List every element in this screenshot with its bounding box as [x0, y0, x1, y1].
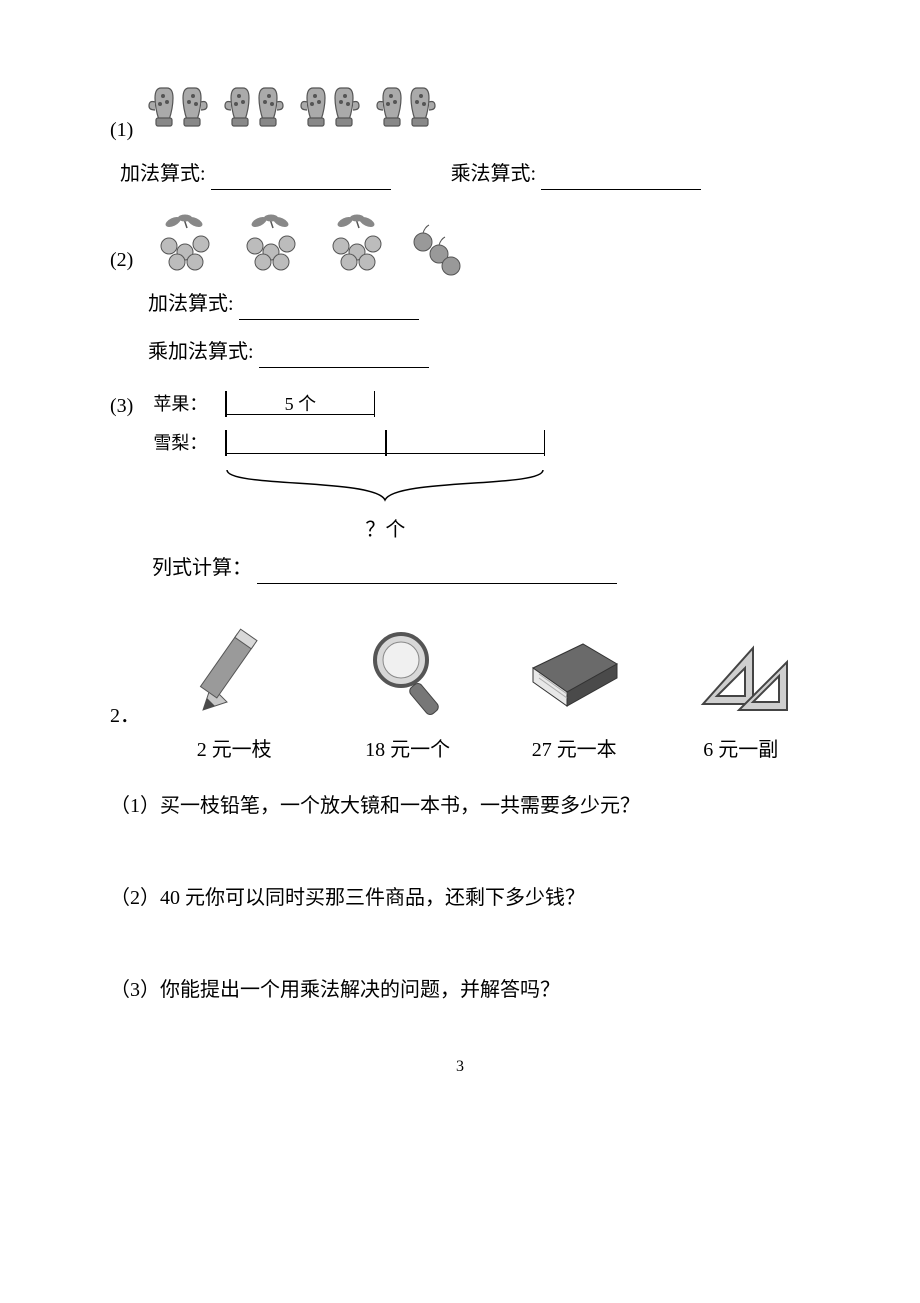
shop-item-pencil: 2 元一枝 — [158, 624, 310, 766]
berry-cluster-icon — [233, 212, 311, 276]
q2-addition-line: 加法算式: — [148, 288, 810, 320]
brace-block: ？个 — [225, 468, 545, 546]
mitten-pair — [223, 80, 285, 146]
price-label: 18 元一个 — [338, 734, 477, 766]
q4-sub1: （1）买一枝铅笔，一个放大镜和一本书，一共需要多少元？ — [110, 790, 810, 822]
berry-cluster-icon — [319, 212, 397, 276]
mitten-pair — [299, 80, 361, 146]
magnifier-icon — [363, 624, 453, 724]
brace-icon — [225, 468, 545, 508]
apple-value: 5 个 — [225, 390, 375, 419]
question-4-shop-row: 2． 2 元一枝 18 元一个 — [110, 624, 810, 766]
multadd-label: 乘加法算式: — [148, 341, 254, 363]
shop-item-book: 27 元一本 — [505, 624, 644, 766]
apple-bar-row: 苹果： 5 个 — [153, 390, 810, 419]
q2-number: (2) — [110, 244, 133, 276]
apple-label: 苹果： — [153, 390, 225, 419]
blank-input[interactable] — [541, 167, 701, 190]
berry-extra-icon — [405, 212, 465, 276]
shop-item-triangle-ruler: 6 元一副 — [671, 624, 810, 766]
addition-label: 加法算式: — [120, 163, 206, 185]
page-number: 3 — [0, 1054, 920, 1080]
addition-label: 加法算式: — [148, 293, 234, 315]
price-label: 6 元一副 — [671, 734, 810, 766]
q2-answer-lines: 加法算式: 乘加法算式: — [138, 288, 810, 368]
q1-answer-lines: 加法算式: 乘法算式: — [120, 158, 810, 190]
question-mark-label: ？个 — [225, 514, 545, 546]
q1-mult-line: 乘法算式: — [451, 158, 702, 190]
mitten-icon — [375, 80, 437, 136]
mitten-icon — [147, 80, 209, 136]
question-3-block: (3) 苹果： 5 个 雪梨： — [162, 390, 810, 584]
blank-input[interactable] — [239, 297, 419, 320]
pear-label: 雪梨： — [153, 429, 225, 458]
mult-label: 乘法算式: — [451, 163, 537, 185]
q3-calc-line: 列式计算： — [152, 552, 810, 584]
q3-number: (3) — [110, 390, 133, 422]
pear-bar-row: 雪梨： — [153, 429, 810, 458]
book-icon — [519, 624, 629, 724]
blank-input[interactable] — [211, 167, 391, 190]
q1-addition-line: 加法算式: — [120, 158, 391, 190]
question-1-row: (1) — [110, 80, 810, 146]
q1-number: (1) — [110, 114, 133, 146]
triangle-ruler-icon — [691, 624, 791, 724]
pear-bar — [225, 431, 545, 455]
mitten-icon — [223, 80, 285, 136]
question-2-row: (2) — [110, 212, 810, 276]
q2-multadd-line: 乘加法算式: — [148, 336, 810, 368]
blank-input[interactable] — [257, 561, 617, 584]
pencil-icon — [189, 624, 279, 724]
berry-cluster-icon — [147, 212, 225, 276]
price-label: 27 元一本 — [505, 734, 644, 766]
blank-input[interactable] — [259, 345, 429, 368]
mitten-group — [147, 80, 437, 146]
mitten-icon — [299, 80, 361, 136]
apple-bar: 5 个 — [225, 392, 375, 416]
calc-label: 列式计算： — [152, 557, 252, 579]
shop-item-magnifier: 18 元一个 — [338, 624, 477, 766]
price-label: 2 元一枝 — [158, 734, 310, 766]
q4-sub3: （3）你能提出一个用乘法解决的问题，并解答吗？ — [110, 974, 810, 1006]
mitten-pair — [375, 80, 437, 146]
q4-number: 2． — [110, 700, 140, 732]
q4-sub2: （2）40 元你可以同时买那三件商品，还剩下多少钱？ — [110, 882, 810, 914]
berry-group — [147, 212, 465, 276]
mitten-pair — [147, 80, 209, 146]
